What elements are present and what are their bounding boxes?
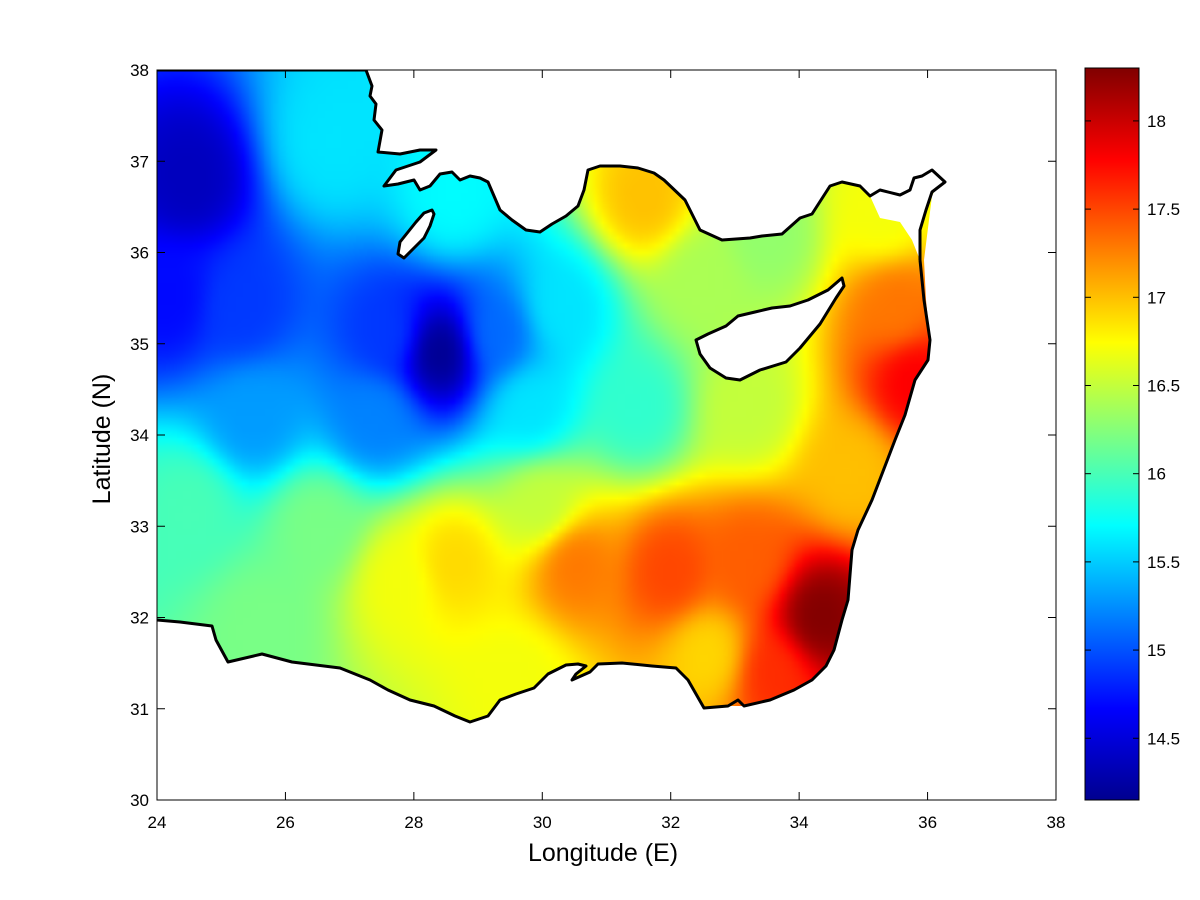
x-axis-title: Longitude (E) <box>528 839 678 867</box>
colorbar-ticks: 14.5 15 15.5 16 16.5 17 17.5 18 <box>1085 112 1180 748</box>
x-tick-label: 28 <box>404 813 423 832</box>
colorbar-tick-label: 18 <box>1147 112 1166 131</box>
y-tick-label: 35 <box>130 335 149 354</box>
colorbar-tick-label: 17 <box>1147 288 1166 307</box>
land-africa <box>157 620 842 800</box>
land-rhodes <box>398 210 434 258</box>
y-tick-label: 37 <box>130 152 149 171</box>
x-tick-label: 32 <box>661 813 680 832</box>
y-tick-label: 33 <box>130 517 149 536</box>
y-tick-label: 36 <box>130 244 149 263</box>
x-tick-label: 24 <box>148 813 167 832</box>
x-tick-label: 38 <box>1047 813 1066 832</box>
y-tick-label: 38 <box>130 61 149 80</box>
land-levant <box>842 180 1056 800</box>
y-axis-title: Latitude (N) <box>88 374 116 505</box>
land-turkey <box>366 70 1056 260</box>
colorbar <box>1084 67 1140 801</box>
colorbar-tick-label: 15.5 <box>1147 553 1180 572</box>
y-tick-label: 30 <box>130 791 149 810</box>
colorbar-tick-label: 14.5 <box>1147 729 1180 748</box>
colorbar-tick-label: 17.5 <box>1147 200 1180 219</box>
x-tick-label: 34 <box>790 813 809 832</box>
y-axis-ticks: 30 31 32 33 34 35 36 37 38 <box>130 61 1056 810</box>
y-tick-label: 32 <box>130 609 149 628</box>
x-axis-ticks: 24 26 28 30 32 34 36 38 <box>148 70 1066 832</box>
y-tick-label: 34 <box>130 426 149 445</box>
y-tick-label: 31 <box>130 700 149 719</box>
land-masses <box>157 70 1056 800</box>
coastlines <box>157 70 947 724</box>
colorbar-tick-label: 16.5 <box>1147 376 1180 395</box>
x-tick-label: 36 <box>918 813 937 832</box>
coastline-cyprus <box>694 276 846 382</box>
coastline-rhodes <box>396 208 436 260</box>
coastline-turkey <box>157 70 947 260</box>
land-cyprus <box>696 278 844 380</box>
x-tick-label: 30 <box>533 813 552 832</box>
coastline-levant <box>157 259 932 724</box>
colorbar-tick-label: 15 <box>1147 641 1166 660</box>
x-tick-label: 26 <box>276 813 295 832</box>
colorbar-tick-label: 16 <box>1147 465 1166 484</box>
